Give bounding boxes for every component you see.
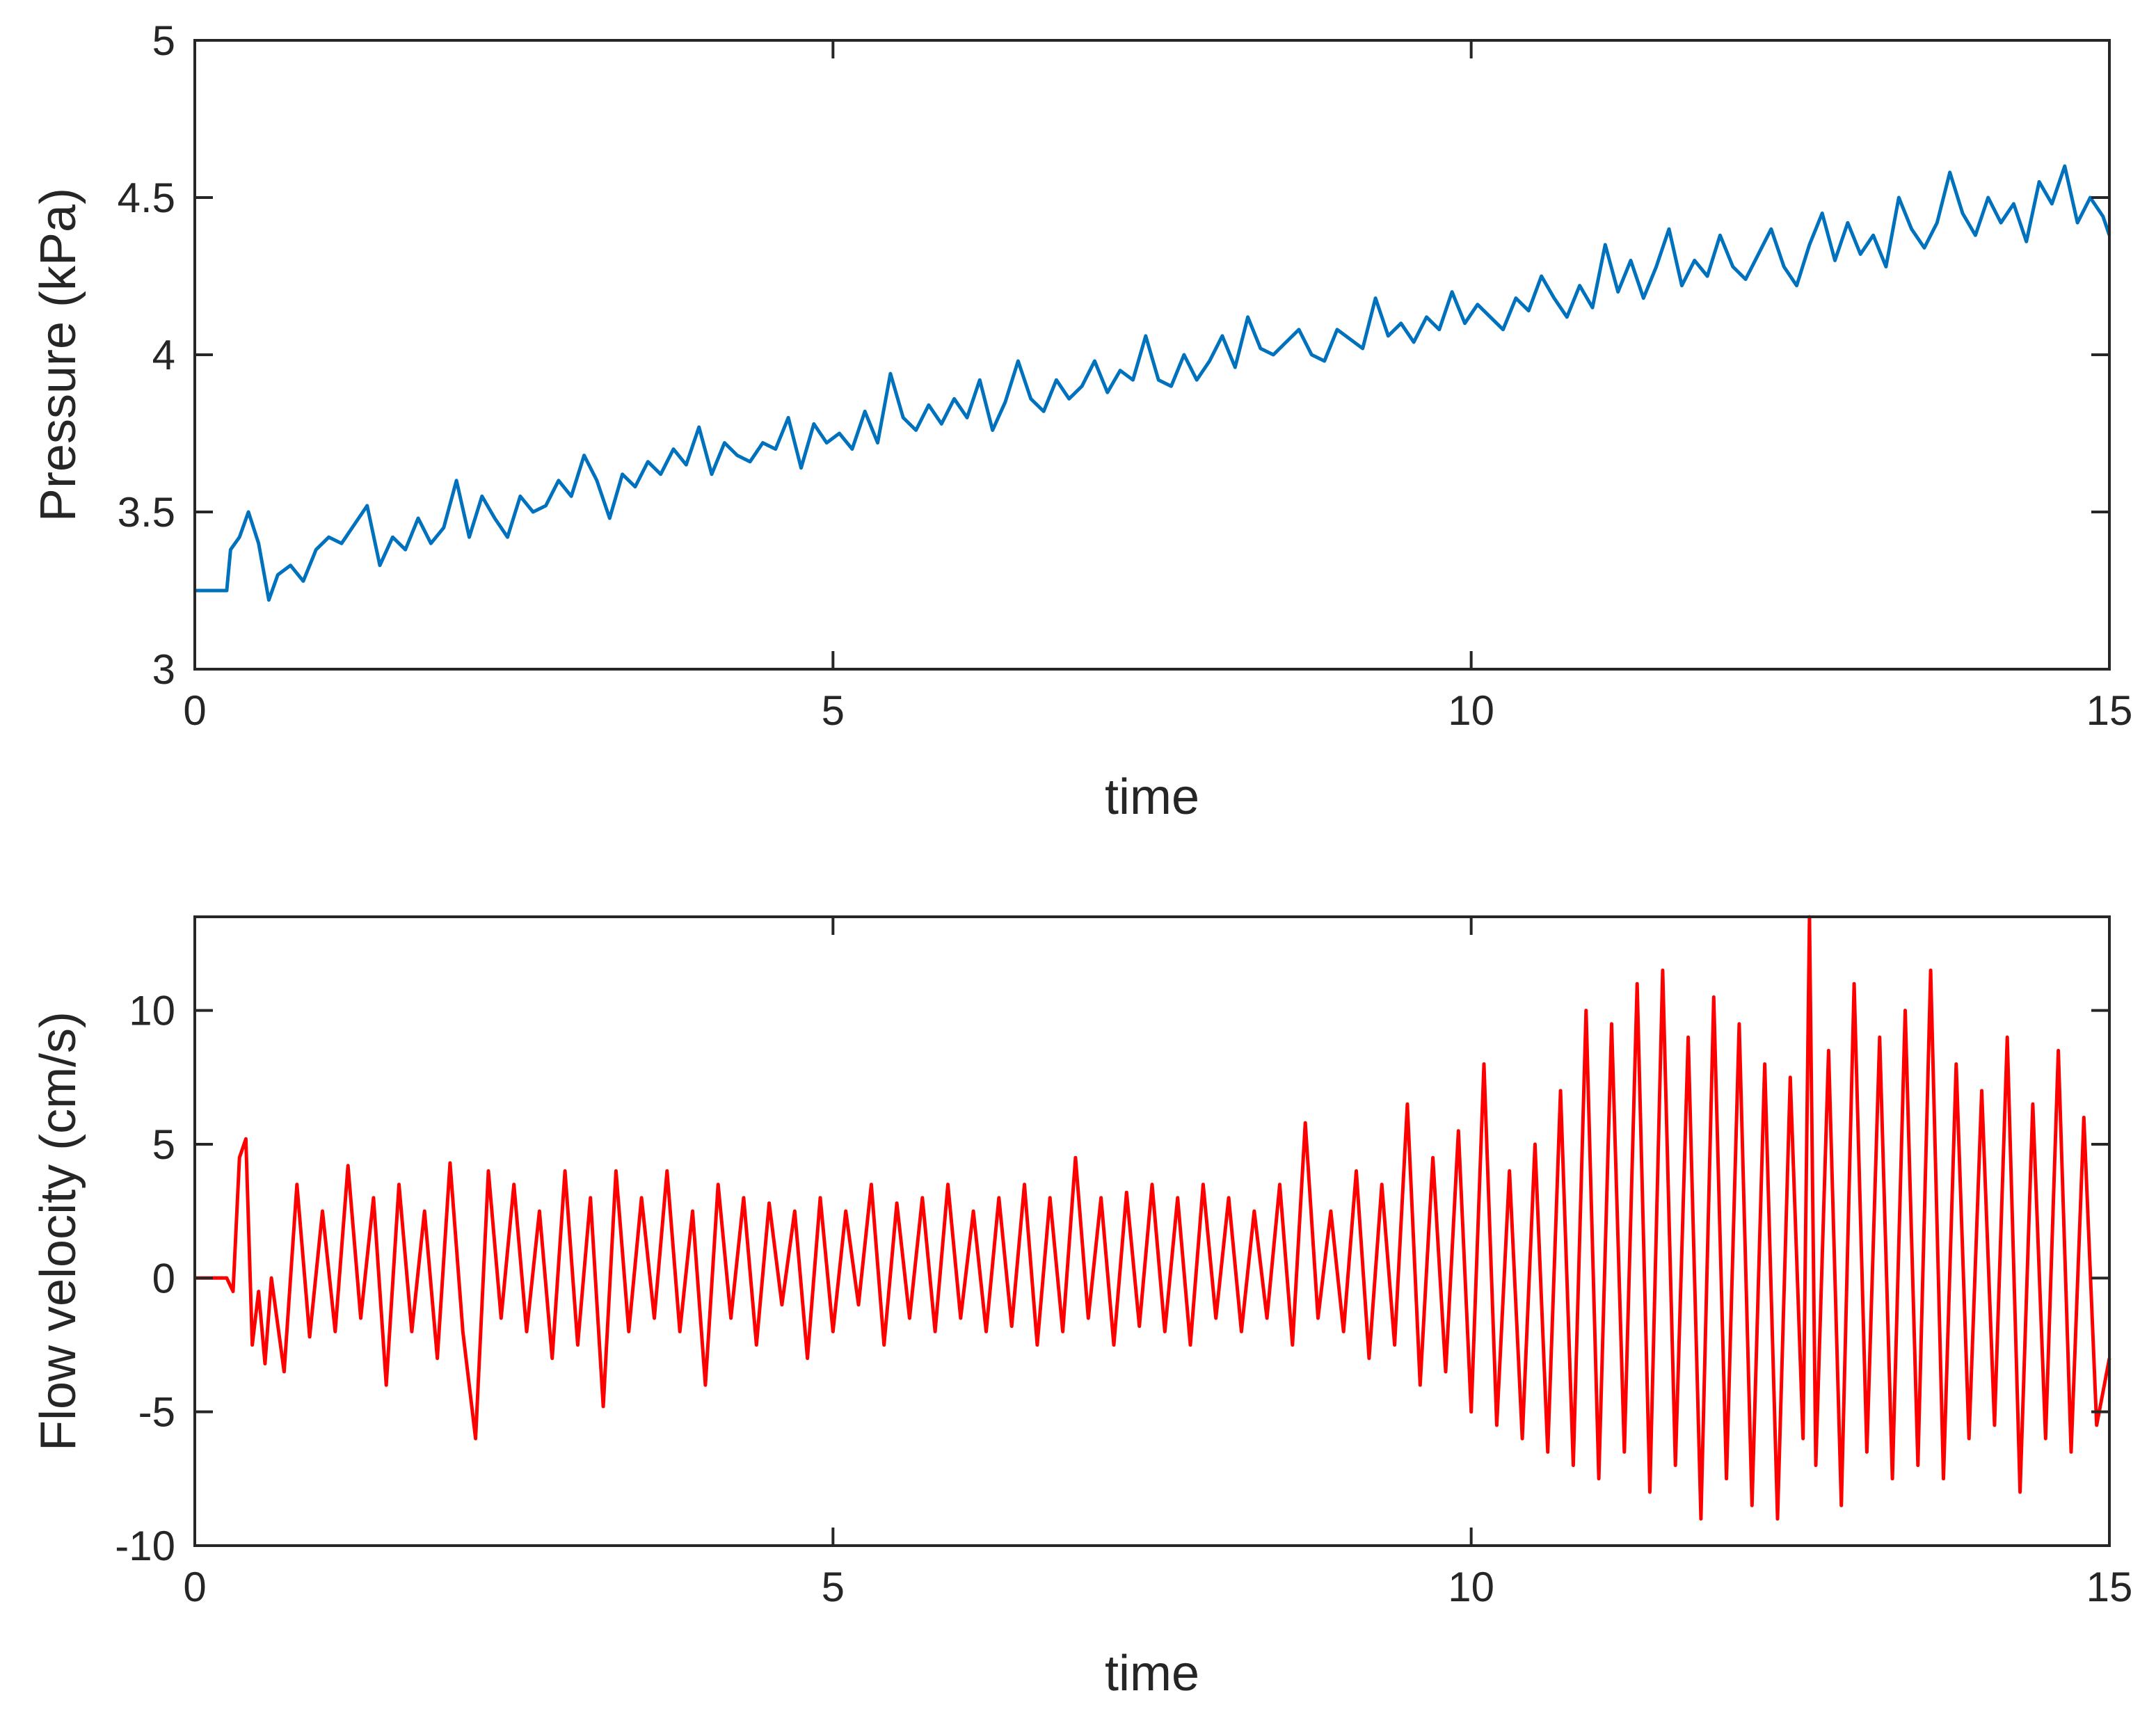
flow-velocity-plot-marks bbox=[195, 915, 2111, 1521]
pressure-x-axis-title: time bbox=[1105, 769, 1199, 825]
pressure-y-tick-label: 3.5 bbox=[118, 489, 175, 536]
flow-velocity-x-tick-label: 5 bbox=[822, 1564, 845, 1610]
flow-velocity-y-tick-label: 0 bbox=[152, 1255, 175, 1301]
pressure-subplot: 0 5 10 15 3 3.5 4 4.5 5 time Pressure (kPa) bbox=[31, 17, 2132, 825]
flow-velocity-x-axis-title: time bbox=[1105, 1646, 1199, 1701]
pressure-plot-marks bbox=[195, 164, 2111, 602]
pressure-y-tick-label: 3 bbox=[152, 646, 175, 693]
pressure-y-tick-label: 5 bbox=[152, 17, 175, 64]
flow-velocity-y-tick-label: 5 bbox=[152, 1121, 175, 1168]
pressure-x-ticks: 0 5 10 15 bbox=[183, 40, 2132, 734]
pressure-series-line-0 bbox=[195, 164, 2111, 602]
flow-velocity-x-tick-label: 0 bbox=[183, 1564, 206, 1610]
flow-velocity-y-tick-label: -10 bbox=[115, 1523, 175, 1569]
flow-velocity-x-tick-label: 15 bbox=[2086, 1564, 2133, 1610]
pressure-y-tick-label: 4.5 bbox=[118, 175, 175, 221]
pressure-x-tick-label: 10 bbox=[1448, 687, 1494, 734]
pressure-y-axis-title: Pressure (kPa) bbox=[31, 188, 86, 522]
pressure-y-tick-label: 4 bbox=[152, 332, 175, 378]
pressure-y-ticks: 3 3.5 4 4.5 5 bbox=[118, 17, 2109, 693]
flow-velocity-y-axis-title: Flow velocity (cm/s) bbox=[31, 1011, 86, 1451]
flow-velocity-y-tick-label: -5 bbox=[138, 1389, 175, 1436]
flow-velocity-y-ticks: -10 -5 0 5 10 bbox=[115, 988, 2109, 1569]
pressure-x-tick-label: 0 bbox=[183, 687, 206, 734]
flow-velocity-axes-frame bbox=[193, 915, 2111, 1547]
pressure-x-tick-label: 15 bbox=[2086, 687, 2133, 734]
flow-velocity-subplot: 0 5 10 15 -10 -5 0 5 10 time Flow velocity (cm/… bbox=[31, 915, 2132, 1701]
flow-velocity-series-line-0 bbox=[195, 915, 2111, 1521]
flow-velocity-y-tick-label: 10 bbox=[129, 988, 175, 1034]
flow-velocity-x-ticks: 0 5 10 15 bbox=[183, 917, 2132, 1610]
pressure-x-tick-label: 5 bbox=[822, 687, 845, 734]
flow-velocity-x-tick-label: 10 bbox=[1448, 1564, 1494, 1610]
